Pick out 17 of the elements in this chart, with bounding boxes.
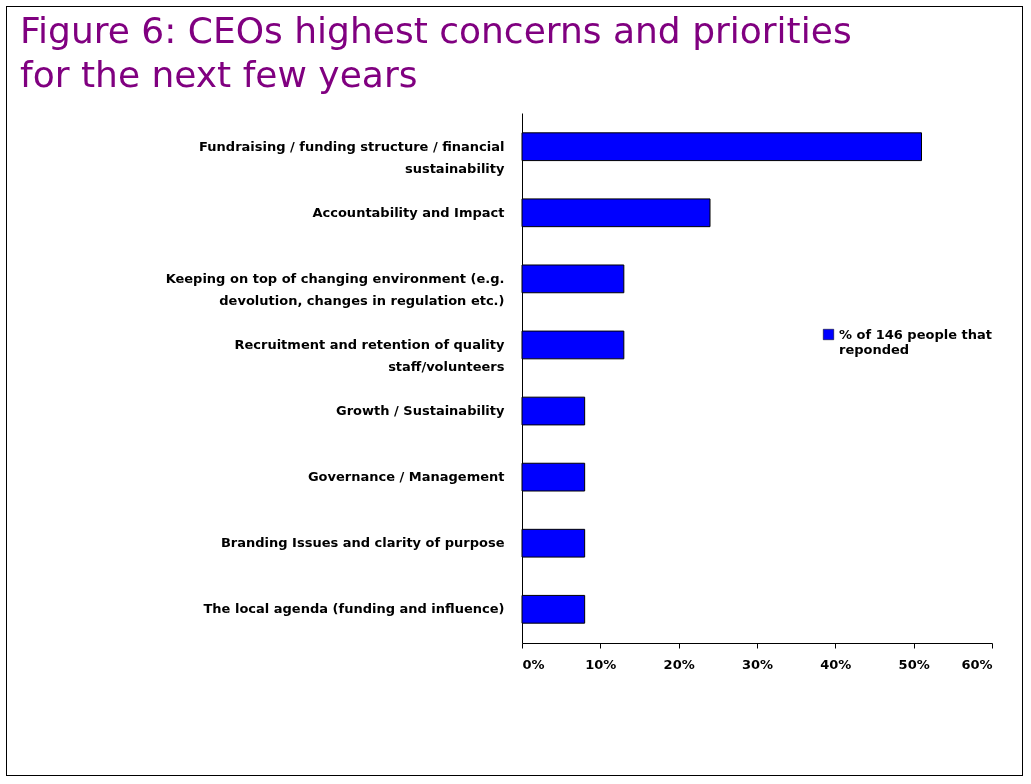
y-tick-label: Governance / Management [307, 469, 505, 485]
chart-title: Figure 6: CEOs highest concerns and priorities for the next few years [20, 10, 852, 95]
x-tick-label: 50% [898, 656, 930, 672]
legend-label: % of 146 people that reponded [839, 326, 992, 357]
y-tick-label: Growth / Sustainability [336, 403, 506, 419]
y-tick-label: Accountability and Impact [312, 204, 505, 220]
x-tick-label: 40% [820, 656, 852, 672]
y-tick-label: The local agenda (funding and influence) [203, 601, 505, 617]
y-tick-label: Fundraising / funding structure / financial sustainability [199, 138, 506, 176]
x-tick-label: 0% [522, 656, 545, 672]
x-tick-label: 60% [961, 656, 993, 672]
x-tick-label: 10% [585, 656, 617, 672]
y-tick-label: Keeping on top of changing environment (e.g. devolution, changes in regulation etc.) [165, 270, 505, 308]
x-tick-label: 30% [741, 656, 774, 672]
y-tick-label: Branding Issues and clarity of purpose [220, 535, 505, 551]
x-tick-label: 20% [663, 656, 695, 672]
y-tick-label: Recruitment and retention of quality staff/volunteers [234, 336, 506, 374]
